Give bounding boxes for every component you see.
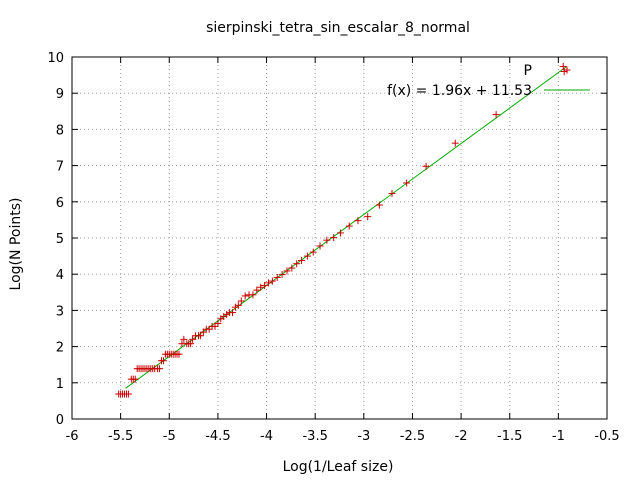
x-axis-label: Log(1/Leaf size): [283, 459, 394, 475]
data-point: [388, 189, 396, 197]
x-tick-label: -5.5: [108, 429, 133, 444]
data-point: [241, 292, 249, 300]
data-point: [214, 319, 222, 327]
x-tick-label: -4: [260, 429, 273, 444]
data-point: [234, 301, 242, 309]
data-point: [278, 271, 286, 279]
legend-entry-points-marker: [563, 66, 571, 74]
y-axis-label: Log(N Points): [8, 198, 24, 291]
data-point: [211, 322, 219, 330]
data-point: [451, 139, 459, 147]
x-tick-label: -4.5: [205, 429, 230, 444]
grid-lines: [72, 57, 607, 419]
data-point: [268, 277, 276, 285]
data-point: [303, 252, 311, 260]
data-point: [354, 217, 362, 225]
x-tick-label: -3: [357, 429, 370, 444]
y-tick-label: 0: [56, 413, 64, 428]
data-point: [293, 260, 301, 268]
y-tick-label: 9: [56, 87, 64, 102]
x-tick-label: -5: [163, 429, 176, 444]
axis-ticks: [71, 56, 608, 420]
y-tick-label: 4: [56, 268, 64, 283]
data-point: [492, 111, 500, 119]
data-point: [375, 201, 383, 209]
data-point: [559, 62, 567, 70]
x-tick-label: -3.5: [302, 429, 327, 444]
data-point: [196, 332, 204, 340]
data-point: [187, 340, 195, 348]
data-point: [330, 234, 338, 242]
y-tick-label: 3: [56, 304, 64, 319]
data-point: [422, 162, 430, 170]
chart-title: sierpinski_tetra_sin_escalar_8_normal: [206, 20, 470, 36]
data-point: [231, 303, 239, 311]
y-tick-label: 6: [56, 196, 64, 211]
data-point: [283, 267, 291, 275]
data-point: [159, 357, 167, 365]
y-tick-label: 8: [56, 123, 64, 138]
x-tick-label: -6: [66, 429, 79, 444]
data-point: [264, 279, 272, 287]
data-point: [336, 229, 344, 237]
legend-entry-points-label: P: [524, 63, 532, 79]
data-point: [323, 236, 331, 244]
y-tick-label: 2: [56, 341, 64, 356]
x-tick-label: -0.5: [594, 429, 619, 444]
data-point: [229, 309, 236, 317]
y-tick-labels: 0 1 2 3 4 5 6 7 8 9 10: [47, 51, 64, 428]
data-point: [237, 297, 245, 305]
x-tick-label: -1.5: [497, 429, 522, 444]
data-point: [223, 310, 231, 318]
data-point: [316, 242, 324, 250]
x-tick-labels: -6 -5.5 -5 -4.5 -4 -3.5 -3 -2.5 -2 -1.5 -1 -0.5: [66, 429, 620, 444]
data-point: [205, 325, 213, 333]
data-point: [175, 350, 183, 358]
data-point: [298, 256, 306, 264]
data-point: [156, 365, 164, 373]
data-point: [199, 328, 207, 336]
data-point: [189, 335, 197, 343]
data-point: [253, 286, 261, 294]
x-tick-label: -2: [455, 429, 468, 444]
x-tick-label: -2.5: [400, 429, 425, 444]
data-point: [309, 248, 317, 256]
fit-line-layer: [125, 66, 567, 389]
data-point: [257, 283, 265, 291]
legend-entry-fit-label: f(x) = 1.96x + 11.53: [387, 83, 532, 99]
data-point: [273, 273, 281, 281]
fit-line: [125, 66, 567, 389]
data-point: [345, 222, 353, 230]
data-points: [115, 62, 568, 398]
data-point: [364, 213, 372, 221]
data-point: [131, 375, 139, 383]
data-point: [180, 335, 188, 343]
y-tick-label: 7: [56, 160, 64, 175]
y-tick-label: 5: [56, 232, 64, 247]
y-tick-label: 10: [47, 51, 64, 66]
data-point: [124, 390, 132, 398]
data-point: [403, 179, 411, 187]
data-point: [249, 291, 257, 299]
legend: P f(x) = 1.96x + 11.53: [387, 63, 590, 99]
y-tick-label: 1: [56, 377, 64, 392]
data-point: [288, 264, 296, 272]
x-tick-label: -1: [552, 429, 565, 444]
data-point: [261, 281, 269, 289]
